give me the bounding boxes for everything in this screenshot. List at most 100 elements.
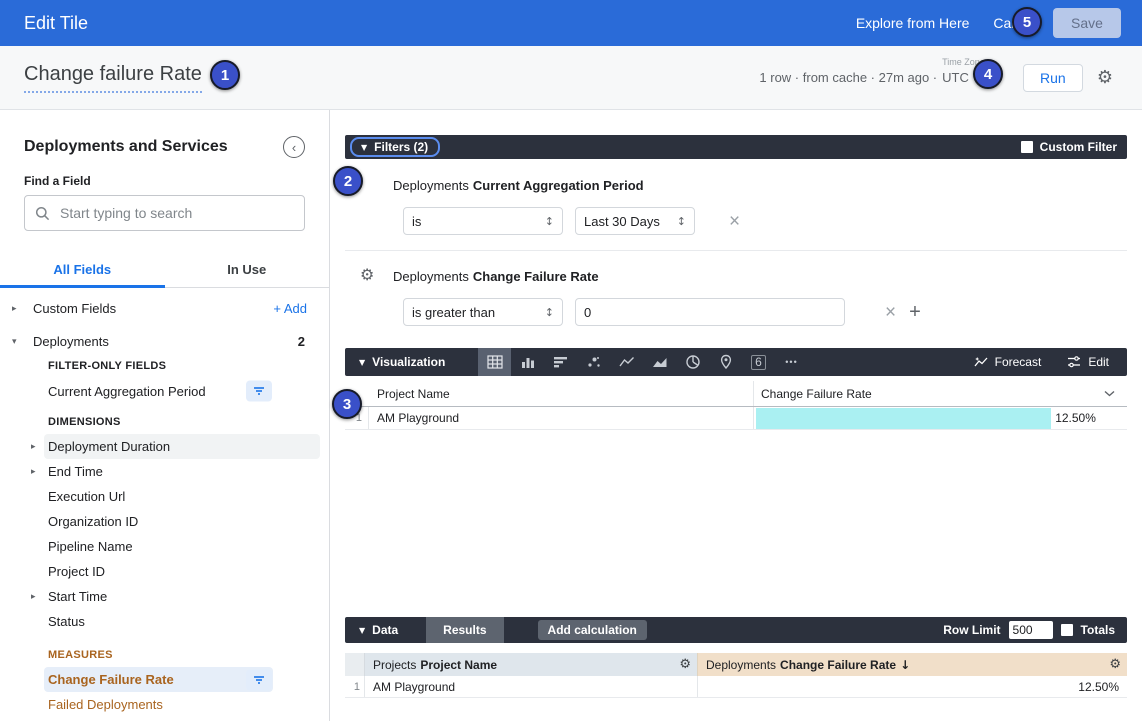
- filter-active-icon[interactable]: [246, 669, 272, 690]
- caret-down-icon: ▼: [361, 142, 368, 152]
- filter2-operator-select[interactable]: is greater than ↕: [403, 298, 563, 326]
- custom-filter-label: Custom Filter: [1039, 140, 1117, 154]
- data-table-row[interactable]: 1 AM Playground 12.50%: [345, 676, 1127, 698]
- find-field-label: Find a Field: [24, 174, 91, 188]
- row-limit-label: Row Limit: [943, 623, 1001, 637]
- timezone-value: UTC: [942, 69, 969, 85]
- collapse-panel-icon[interactable]: ‹: [283, 136, 305, 158]
- caret-down-icon: ▼: [359, 357, 366, 367]
- viz-line-chart-icon[interactable]: [610, 348, 643, 376]
- caret-down-icon: ▾: [12, 336, 17, 347]
- save-button[interactable]: Save: [1053, 8, 1121, 38]
- tune-sliders-icon: [1068, 356, 1081, 368]
- custom-fields-group[interactable]: ▸ Custom Fields + Add: [12, 301, 307, 316]
- search-input[interactable]: [58, 204, 294, 222]
- totals-checkbox[interactable]: [1060, 624, 1073, 636]
- filters-toggle[interactable]: ▼ Filters (2): [350, 137, 441, 157]
- filters-section-bar: ▼ Filters (2) Custom Filter: [345, 135, 1127, 159]
- visualization-toggle[interactable]: ▼ Visualization: [359, 355, 446, 369]
- viz-col-project-name[interactable]: Project Name: [377, 386, 450, 401]
- explore-from-here-link[interactable]: Explore from Here: [855, 15, 970, 31]
- filter-settings-gear-icon[interactable]: ⚙: [360, 265, 375, 284]
- viz-scatter-icon[interactable]: [577, 348, 610, 376]
- query-status: 1 row · from cache · 27m ago ·: [759, 70, 938, 85]
- filter-active-icon[interactable]: [246, 380, 272, 402]
- filter2-field-label: ⚙ Deployments Change Failure Rate: [360, 265, 599, 285]
- select-arrows-icon: ↕: [676, 214, 686, 228]
- filter-divider: [345, 250, 1127, 251]
- forecast-icon: [974, 357, 988, 367]
- remove-filter-icon[interactable]: ×: [885, 301, 897, 323]
- results-tab[interactable]: Results: [426, 617, 504, 643]
- filter1-operator-select[interactable]: is ↕: [403, 207, 563, 235]
- filter2-value-input[interactable]: [575, 298, 845, 326]
- forecast-button[interactable]: Forecast: [974, 355, 1041, 369]
- field-search[interactable]: [24, 195, 305, 231]
- viz-bar-chart-icon[interactable]: [544, 348, 577, 376]
- data-section-bar: ▼ Data Results Add calculation Row Limit…: [345, 617, 1127, 643]
- caret-right-icon: ▸: [31, 591, 36, 602]
- viz-single-value-icon[interactable]: 6: [742, 348, 775, 376]
- fields-in-use-count: 2: [297, 334, 305, 349]
- viz-column-chart-icon[interactable]: [511, 348, 544, 376]
- tile-title[interactable]: Change failure Rate: [24, 63, 202, 93]
- field-pipeline-name[interactable]: Pipeline Name: [48, 539, 133, 554]
- field-organization-id[interactable]: Organization ID: [48, 514, 139, 529]
- field-tabs: All Fields In Use: [0, 251, 329, 288]
- chevron-down-icon[interactable]: [1104, 390, 1115, 397]
- window-title: Edit Tile: [24, 12, 89, 33]
- data-table: Projects Project Name ⚙ Deployments Chan…: [345, 653, 1127, 698]
- field-start-time[interactable]: ▸ Start Time: [31, 589, 108, 604]
- column-gear-icon[interactable]: ⚙: [679, 657, 691, 672]
- remove-filter-icon[interactable]: ×: [729, 210, 741, 232]
- visualization-section-bar: ▼ Visualization: [345, 348, 1127, 376]
- filter1-controls: is ↕ Last 30 Days ↕ ×: [403, 207, 1127, 235]
- viz-col-change-failure-rate[interactable]: Change Failure Rate: [753, 381, 1127, 406]
- field-project-id[interactable]: Project ID: [48, 564, 106, 579]
- deployments-group[interactable]: ▾ Deployments 2: [12, 334, 305, 349]
- tab-all-fields[interactable]: All Fields: [53, 261, 112, 277]
- annotation-badge-3: 3: [332, 389, 362, 419]
- timezone-block: Time Zone UTC: [942, 57, 985, 87]
- viz-pie-chart-icon[interactable]: [676, 348, 709, 376]
- field-picker-sidebar: Deployments and Services ‹ Find a Field …: [0, 110, 330, 721]
- column-gear-icon[interactable]: ⚙: [1109, 657, 1121, 672]
- field-failed-deployments[interactable]: Failed Deployments: [48, 697, 163, 712]
- add-filter-condition-icon[interactable]: +: [909, 301, 921, 323]
- dimensions-header: DIMENSIONS: [48, 416, 121, 428]
- row-limit-input[interactable]: [1008, 621, 1053, 639]
- run-button[interactable]: Run: [1022, 63, 1083, 92]
- field-change-failure-rate[interactable]: Change Failure Rate: [0, 667, 329, 692]
- viz-table-icon[interactable]: [478, 348, 511, 376]
- filter1-value-select[interactable]: Last 30 Days ↕: [575, 207, 695, 235]
- viz-bar-cell-fill: [756, 407, 1052, 429]
- viz-area-chart-icon[interactable]: [643, 348, 676, 376]
- active-tab-underline: [0, 285, 165, 288]
- add-calculation-button[interactable]: Add calculation: [537, 620, 647, 640]
- filter1-field-label: Deployments Current Aggregation Period: [393, 178, 644, 193]
- viz-table-row[interactable]: 1 AM Playground 12.50%: [345, 407, 1127, 430]
- field-status[interactable]: Status: [48, 614, 85, 629]
- query-settings-gear-icon[interactable]: ⚙: [1096, 66, 1113, 88]
- field-execution-url[interactable]: Execution Url: [48, 489, 126, 504]
- field-deployment-duration[interactable]: ▸ Deployment Duration: [0, 434, 329, 459]
- data-table-header: Projects Project Name ⚙ Deployments Chan…: [345, 653, 1127, 676]
- viz-map-icon[interactable]: [709, 348, 742, 376]
- viz-more-icon[interactable]: •••: [785, 357, 798, 367]
- data-toggle[interactable]: ▼ Data: [359, 623, 399, 637]
- custom-filter-checkbox[interactable]: [1020, 141, 1033, 153]
- data-col-change-failure-rate[interactable]: Deployments Change Failure Rate ↓ ⚙: [697, 653, 1127, 676]
- field-end-time[interactable]: ▸ End Time: [31, 464, 103, 479]
- add-custom-field-button[interactable]: + Add: [273, 301, 307, 316]
- query-header: Change failure Rate 1 row · from cache ·…: [0, 46, 1142, 110]
- edit-viz-button[interactable]: Edit: [1067, 355, 1109, 369]
- field-current-aggregation-period[interactable]: Current Aggregation Period: [0, 378, 329, 404]
- topbar: Edit Tile Explore from Here Cancel Save: [0, 0, 1142, 46]
- tab-in-use[interactable]: In Use: [227, 261, 267, 277]
- select-arrows-icon: ↕: [544, 214, 554, 228]
- measures-header: MEASURES: [48, 649, 113, 661]
- filter-only-fields-header: FILTER-ONLY FIELDS: [48, 360, 167, 372]
- data-col-project-name[interactable]: Projects Project Name ⚙: [365, 653, 697, 676]
- viz-type-picker: 6 •••: [478, 348, 808, 376]
